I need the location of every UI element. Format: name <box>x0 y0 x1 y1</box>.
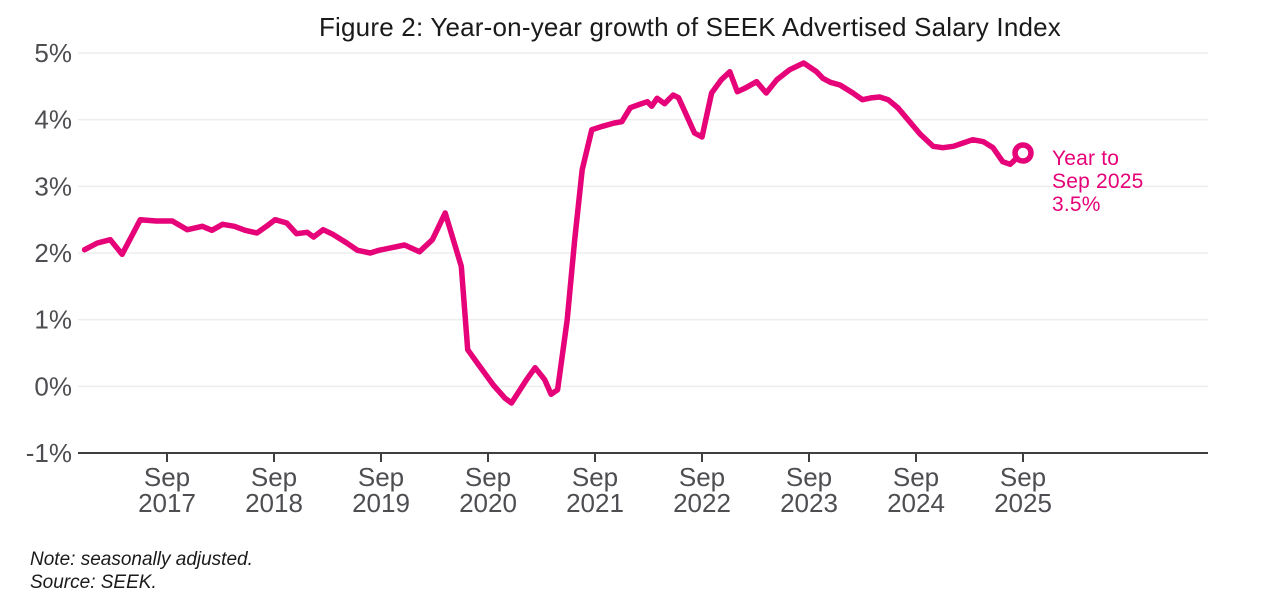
x-axis-tick-label-month: Sep <box>251 462 297 492</box>
x-axis-tick-label-month: Sep <box>144 462 190 492</box>
annotation-line-2: Sep 2025 <box>1052 170 1144 193</box>
latest-value-annotation: Year to Sep 2025 3.5% <box>1052 147 1144 216</box>
y-axis-tick-label: 4% <box>34 105 72 135</box>
y-axis-tick-label: 3% <box>34 171 72 201</box>
x-axis-tick-label-month: Sep <box>465 462 511 492</box>
y-axis-tick-label: 2% <box>34 238 72 268</box>
x-axis-tick-label-month: Sep <box>358 462 404 492</box>
y-axis-tick-label: 5% <box>34 38 72 68</box>
x-axis-tick-label-month: Sep <box>679 462 725 492</box>
salary-growth-line <box>81 60 1026 406</box>
x-axis-tick-label-year: 2022 <box>673 488 731 518</box>
latest-point-marker <box>1012 142 1034 164</box>
chart-title: Figure 2: Year-on-year growth of SEEK Ad… <box>318 12 1062 42</box>
x-axis-tick-label-year: 2024 <box>887 488 945 518</box>
x-axis-tick-label-year: 2025 <box>994 488 1052 518</box>
y-axis-tick-label: -1% <box>26 438 72 468</box>
x-axis-tick-label-year: 2020 <box>459 488 517 518</box>
x-axis-tick-label-year: 2017 <box>138 488 196 518</box>
annotation-line-3: 3.5% <box>1052 193 1101 216</box>
x-axis-tick-label-month: Sep <box>1000 462 1046 492</box>
x-axis-tick-label-year: 2021 <box>566 488 624 518</box>
x-axis-tick-label-month: Sep <box>786 462 832 492</box>
x-axis-tick-label-year: 2019 <box>352 488 410 518</box>
y-axis-tick-label: 1% <box>34 305 72 335</box>
x-axis-tick-label-year: 2023 <box>780 488 838 518</box>
annotation-line-1: Year to <box>1052 147 1120 170</box>
x-axis-tick-label-month: Sep <box>572 462 618 492</box>
note-text: Note: seasonally adjusted. <box>30 549 253 570</box>
footnotes: Note: seasonally adjusted. Source: SEEK. <box>30 548 253 594</box>
x-axis-tick-label-year: 2018 <box>245 488 303 518</box>
source-text: Source: SEEK. <box>30 572 157 593</box>
x-axis-tick-label-month: Sep <box>893 462 939 492</box>
y-axis-tick-label: 0% <box>34 371 72 401</box>
